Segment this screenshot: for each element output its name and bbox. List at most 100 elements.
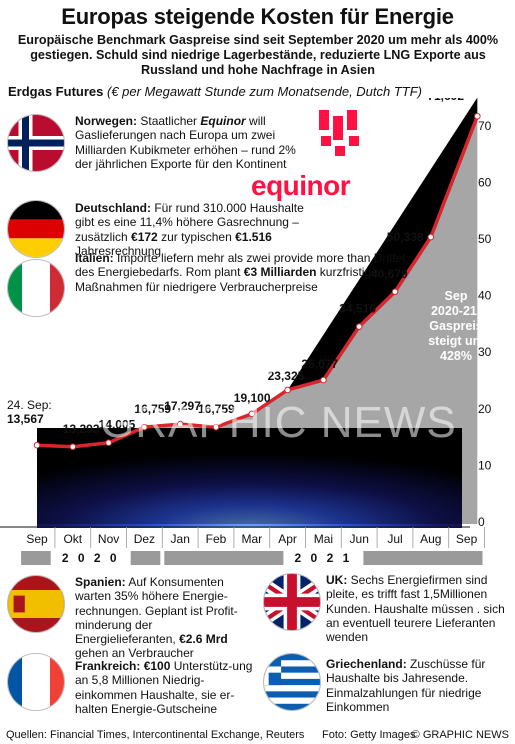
callout-germany-text1: Für rund 310.000 Haushalte gibt es eine … [75,201,304,244]
price-area [287,98,478,390]
y-tick-label: 50 [478,232,492,246]
x-tick-label: Jan [171,532,190,546]
under-curve-shade [37,116,478,525]
greece-flag-icon [263,653,321,711]
callout-germany-b3: €1.516 [235,229,272,244]
x-tick-label: Feb [206,532,227,546]
data-label: 23,325 [268,369,305,383]
x-tick-label: Sep [456,532,478,546]
callout-norway-text2: will Gaslieferungen nach Europa um zwei … [75,114,296,171]
data-label: 19,100 [234,391,271,405]
italy-flag-icon [7,259,65,317]
callout-spain-country: Spanien: [75,575,126,589]
data-point [141,423,148,431]
callout-greece-text1: Zuschüsse für Haushalte bis Jahresende. … [326,657,486,714]
footer-copyright: © GRAPHIC NEWS [411,729,509,741]
callout-germany-b2: €172 [131,229,158,244]
data-label: 13,567 [7,412,44,426]
data-label: 50,338 [387,230,424,244]
callout-uk-country: UK: [326,573,348,587]
callout-germany-text3: Jahresrechnung [75,243,162,258]
watermark: GRAPHIC NEWS [100,398,457,447]
callout-uk: UK: Sechs Energiefirmen sind pleite, es … [326,573,511,644]
callout-norway: Norwegen: Staatlicher Equinor will Gasli… [75,114,307,171]
callout-france-b2: €100 [143,659,171,673]
x-tick-label: Aug [420,532,441,546]
data-point [391,288,399,296]
x-tick-label: Jul [387,532,402,546]
y-tick-label: 40 [478,289,492,303]
data-point [248,410,256,418]
data-point [69,443,77,451]
y-tick-label: 70 [478,119,492,133]
chart-annotation: Sep 2020-21: Gaspreis steigt um 428% [428,289,484,363]
france-flag-icon [7,653,65,711]
data-label: 71,692 [427,98,464,103]
data-point [474,112,481,120]
y-tick-label: 0 [478,515,485,529]
y-tick-label: 30 [478,345,492,359]
data-point [176,420,184,428]
germany-flag-icon [7,200,65,258]
callout-italy: Italien: Importe liefern mehr als zwei p… [75,251,420,294]
callout-uk-text1: Sechs Energiefirmen sind pleite, es trif… [326,573,505,645]
data-label: 16,759 [198,402,235,416]
data-point [212,423,220,431]
page-subtitle: Europäische Benchmark Gaspreise sind sei… [17,33,499,77]
callout-spain-text1: Auf Konsumenten warten 35% höhere Energi… [75,575,238,647]
data-label: 25,077 [301,357,338,371]
year-label-bg [283,551,364,565]
x-tick-label: Mar [241,532,262,546]
callout-germany-text2: zur typischen [157,229,236,244]
callout-italy-text2: kurzfristige Maßnahmen für niedrigere Ve… [75,265,378,294]
year-label-bg [50,551,131,565]
data-point [427,233,435,241]
chart-title: Erdgas Futures (€ per Megawatt Stunde zu… [8,84,508,99]
callout-spain-text2: gehen an Verbraucher [75,646,194,661]
data-label: 17,297 [164,399,201,413]
data-label: 13,293 [63,422,100,436]
callout-italy-text1: Importe liefern mehr als zwei provide mo… [75,251,406,280]
x-tick-label: Mai [314,532,333,546]
y-tick-label: 20 [478,402,492,416]
chart-title-main: Erdgas Futures [8,84,104,99]
callout-italy-b2: €3 Milliarden [243,265,317,280]
x-tick-label: Sep [26,532,48,546]
callout-greece: Griechenland: Zuschüsse für Haushalte bi… [326,657,511,714]
callout-spain-b2: €2.6 Mrd [179,632,228,647]
y-tick-label: 10 [478,458,492,472]
callout-germany-country: Deutschland: [75,201,152,215]
callout-norway-em: Equinor [200,114,246,128]
callout-italy-country: Italien: [75,251,114,265]
x-tick-label: Dez [134,532,155,546]
spain-flag-icon [7,575,65,633]
data-point [355,323,363,330]
callout-germany: Deutschland: Für rund 310.000 Haushalte … [75,201,320,258]
callout-norway-text1: Staatlicher [137,114,201,128]
equinor-logo-icon [319,110,359,156]
x-tick-label: Jun [350,532,369,546]
y-tick-label: 60 [478,175,492,189]
uk-flag-icon [263,573,321,631]
data-point [284,386,291,394]
data-label: 40,679 [371,267,408,281]
x-tick-label: Apr [278,532,297,546]
watermark-mark: GN [198,300,284,386]
callout-france: Frankreich: €100 Unterstütz-ung an 5,8 M… [75,659,255,716]
page-title: Europas steigende Kosten für Energie [61,4,454,29]
callout-france-text2: Unterstütz-ung an 5,8 Millionen Niedrig-… [75,659,253,716]
norway-flag-icon [7,114,65,172]
callout-norway-country: Norwegen: [75,114,138,128]
year-label: 2 0 2 0 [62,551,120,565]
date-label: 24. Sep: [7,398,52,412]
x-tick-label: Okt [63,532,82,546]
data-point [33,441,41,449]
chart-title-unit: (€ per Megawatt Stunde zum Monatsende, D… [106,84,423,99]
callout-spain: Spanien: Auf Konsumenten warten 35% höhe… [75,575,255,661]
x-tick-label: Nov [98,532,119,546]
footer: Quellen: Financial Times, Intercontinent… [0,727,515,744]
callout-greece-country: Griechenland: [326,657,407,671]
data-label: 34,516 [339,302,376,316]
